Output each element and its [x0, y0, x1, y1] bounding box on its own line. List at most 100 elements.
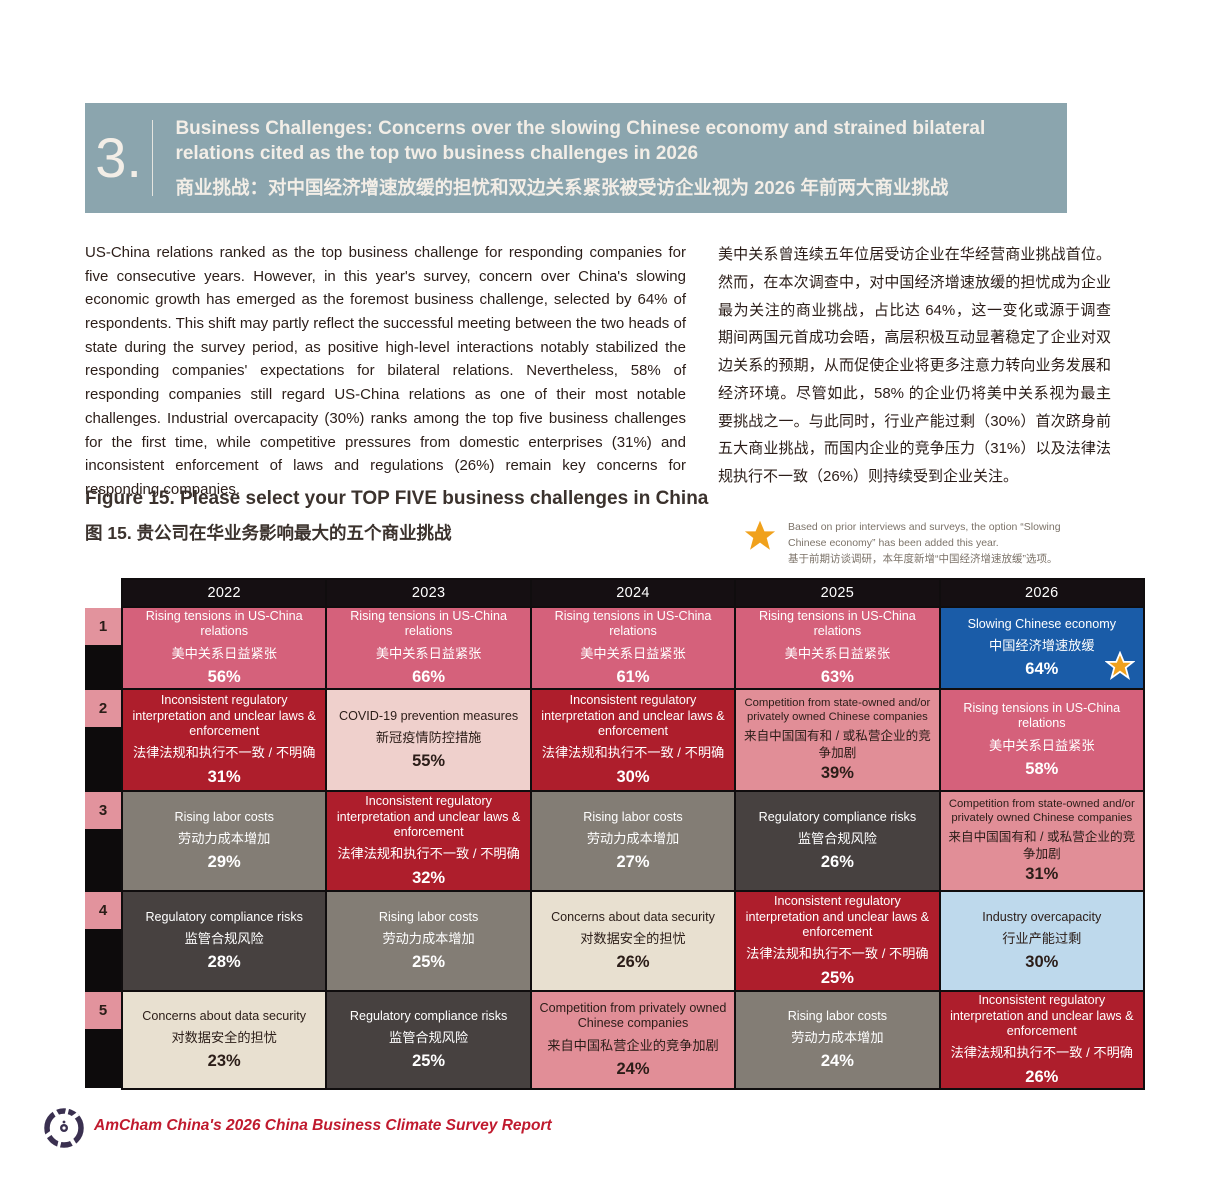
challenge-cell: Rising labor costs 劳动力成本增加 29% — [123, 792, 326, 890]
challenge-percentage: 26% — [1025, 1067, 1059, 1086]
challenge-label-zh: 法律法规和执行不一致 / 不明确 — [132, 745, 316, 761]
challenge-label-en: Rising tensions in US-China relations — [758, 609, 916, 639]
challenge-label-zh: 美中关系日益紧张 — [171, 645, 277, 661]
challenge-percentage: 24% — [616, 1059, 650, 1078]
challenge-label-zh: 美中关系日益紧张 — [580, 645, 686, 661]
challenge-label-zh: 法律法规和执行不一致 / 不明确 — [746, 946, 929, 962]
year-column-header: 2025 — [736, 580, 939, 606]
challenge-percentage: 63% — [820, 667, 854, 686]
rank-badge: 2 — [85, 690, 121, 727]
challenge-label-zh: 美中关系日益紧张 — [989, 737, 1095, 753]
chapter-title-zh: 商业挑战：对中国经济增速放缓的担忧和双边关系紧张被受访企业视为 2026 年前两… — [175, 177, 949, 199]
figure-note-text: Based on prior interviews and surveys, t… — [788, 516, 1076, 567]
challenge-percentage: 55% — [412, 752, 446, 771]
challenge-cell: Inconsistent regulatory interpretation a… — [736, 892, 939, 990]
challenge-cell: Inconsistent regulatory interpretation a… — [531, 690, 735, 790]
challenge-percentage: 25% — [412, 953, 446, 972]
challenge-percentage: 25% — [412, 1052, 446, 1071]
challenge-label-en: Rising tensions in US-China relations — [963, 701, 1121, 731]
challenge-label-zh: 监管合规风险 — [389, 1030, 469, 1046]
challenge-percentage: 30% — [616, 767, 650, 786]
challenge-cell-new-option: Slowing Chinese economy 中国经济增速放缓 64% — [940, 608, 1143, 688]
challenge-label-en: Rising labor costs — [787, 1008, 888, 1023]
challenge-label-zh: 美中关系日益紧张 — [784, 645, 891, 661]
challenge-percentage: 29% — [207, 853, 241, 872]
challenge-label-en: Industry overcapacity — [982, 909, 1102, 924]
challenge-label-en: Inconsistent regulatory interpretation a… — [950, 993, 1134, 1039]
challenge-cell: Rising tensions in US-China relations 美中… — [123, 608, 326, 688]
challenge-percentage: 28% — [207, 953, 241, 972]
figure-note: Based on prior interviews and surveys, t… — [740, 516, 1076, 567]
challenge-label-en: Rising tensions in US-China relations — [145, 609, 303, 639]
figure-note-zh: 基于前期访谈调研，本年度新增“中国经济增速放缓”选项。 — [788, 552, 1058, 565]
new-option-star-icon — [740, 516, 780, 554]
challenge-label-en: Regulatory compliance risks — [349, 1008, 508, 1023]
rank-badge: 4 — [85, 892, 121, 929]
challenge-label-en: Inconsistent regulatory interpretation a… — [541, 693, 725, 739]
challenge-cell: Competition from state-owned and/or priv… — [736, 690, 939, 790]
challenge-cell: Regulatory compliance risks 监管合规风险 25% — [327, 992, 530, 1088]
year-column-header: 2023 — [327, 580, 530, 606]
challenge-label-en: Regulatory compliance risks — [758, 809, 917, 824]
challenge-label-zh: 法律法规和执行不一致 / 不明确 — [950, 1045, 1133, 1061]
rank-badge: 1 — [85, 608, 121, 645]
challenge-percentage: 64% — [1025, 660, 1059, 679]
report-footer-text: AmCham China's 2026 China Business Clima… — [94, 1117, 552, 1134]
challenge-percentage: 25% — [820, 968, 854, 987]
challenge-label-zh: 来自中国国有和 / 或私营企业的竞争加剧 — [948, 830, 1136, 861]
challenge-label-en: Rising tensions in US-China relations — [554, 609, 712, 639]
year-column-header: 2026 — [940, 580, 1143, 606]
challenge-label-en: Rising tensions in US-China relations — [350, 609, 507, 639]
divider — [152, 120, 154, 196]
challenge-label-en: Regulatory compliance risks — [145, 909, 303, 924]
challenge-label-zh: 劳动力成本增加 — [791, 1030, 884, 1046]
figure-title-zh: 图 15. 贵公司在华业务影响最大的五个商业挑战 — [85, 523, 452, 543]
rank-badge: 5 — [85, 992, 121, 1029]
new-option-star-icon — [1104, 651, 1135, 681]
rank-column: 1 2 3 4 5 — [85, 608, 121, 1088]
challenge-label-zh: 来自中国国有和 / 或私营企业的竞争加剧 — [743, 729, 931, 760]
challenge-label-en: Competition from privately owned Chinese… — [539, 1001, 727, 1031]
challenge-percentage: 58% — [1025, 759, 1059, 778]
challenge-percentage: 27% — [616, 853, 650, 872]
intro-paragraph-en: US-China relations ranked as the top bus… — [85, 244, 686, 498]
challenge-cell: Industry overcapacity 行业产能过剩 30% — [940, 892, 1143, 990]
challenge-label-zh: 新冠疫情防控措施 — [375, 730, 482, 746]
chapter-titles: Business Challenges: Concerns over the s… — [153, 116, 1067, 200]
challenge-cell: Rising labor costs 劳动力成本增加 27% — [531, 792, 735, 890]
year-column-header: 2022 — [123, 580, 326, 606]
challenge-percentage: 66% — [412, 667, 446, 686]
challenge-label-en: Competition from state-owned and/or priv… — [744, 697, 931, 723]
challenge-percentage: 24% — [820, 1052, 854, 1071]
challenge-label-en: Rising labor costs — [378, 909, 479, 924]
challenge-percentage: 30% — [1025, 953, 1059, 972]
challenge-label-en: Inconsistent regulatory interpretation a… — [132, 693, 316, 739]
chapter-number: 3. — [95, 126, 142, 189]
challenge-cell: Regulatory compliance risks 监管合规风险 26% — [736, 792, 939, 890]
year-column-header: 2024 — [531, 580, 735, 606]
challenge-label-en: Slowing Chinese economy — [967, 616, 1116, 631]
rank-badge: 3 — [85, 792, 121, 829]
challenge-label-zh: 劳动力成本增加 — [586, 831, 680, 847]
challenge-percentage: 32% — [412, 868, 446, 887]
challenge-label-zh: 法律法规和执行不一致 / 不明确 — [337, 846, 520, 862]
figure-title-en: Figure 15. Please select your TOP FIVE b… — [85, 488, 709, 509]
challenge-cell: Competition from state-owned and/or priv… — [940, 792, 1143, 890]
challenge-cell: Rising labor costs 劳动力成本增加 25% — [327, 892, 530, 990]
challenge-cell: Inconsistent regulatory interpretation a… — [327, 792, 530, 890]
challenge-label-en: Inconsistent regulatory interpretation a… — [745, 894, 930, 940]
challenge-cell: Rising labor costs 劳动力成本增加 24% — [736, 992, 939, 1088]
challenge-cell: COVID-19 prevention measures 新冠疫情防控措施 55… — [327, 690, 530, 790]
challenge-percentage: 26% — [820, 853, 854, 872]
challenge-percentage: 39% — [820, 763, 854, 782]
challenge-label-en: Concerns about data security — [551, 909, 715, 924]
intro-paragraph-zh: 美中关系曾连续五年位居受访企业在华经营商业挑战首位。然而，在本次调查中，对中国经… — [718, 246, 1111, 485]
challenge-percentage: 26% — [616, 953, 650, 972]
challenge-label-en: Concerns about data security — [142, 1008, 307, 1023]
challenge-label-en: Inconsistent regulatory interpretation a… — [336, 794, 521, 840]
challenge-cell: Concerns about data security 对数据安全的担忧 23… — [123, 992, 326, 1088]
challenge-cell: Competition from privately owned Chinese… — [531, 992, 735, 1088]
challenge-label-zh: 监管合规风险 — [184, 931, 264, 947]
challenge-percentage: 31% — [207, 767, 241, 786]
